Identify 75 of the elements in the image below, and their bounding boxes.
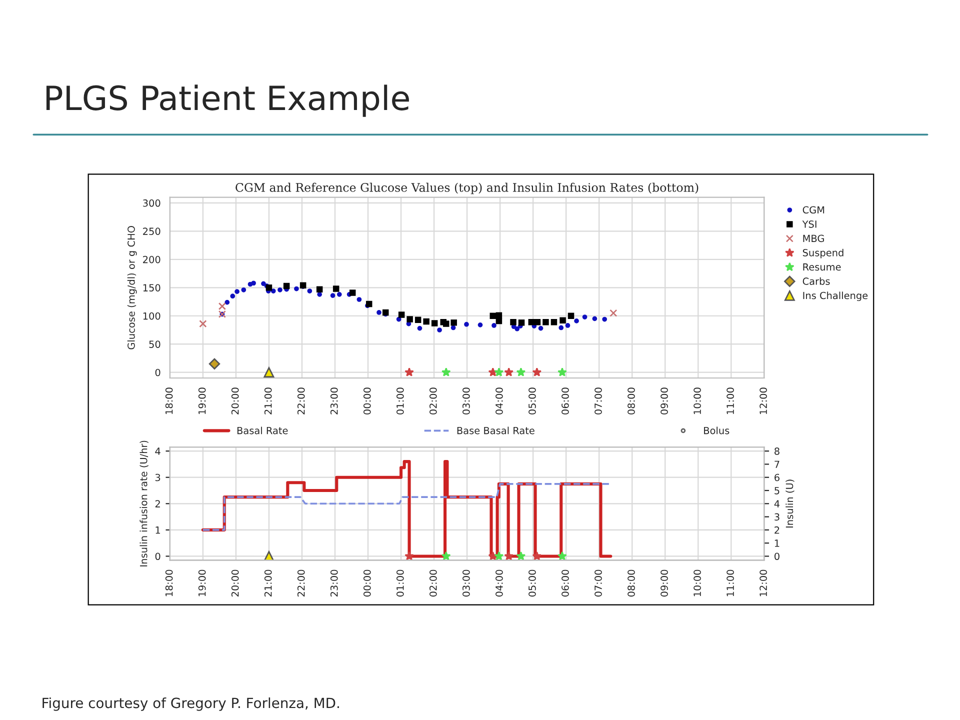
y2-tick-label: 6 xyxy=(774,474,780,482)
legend-label: MBG xyxy=(803,234,824,242)
x-tick-label: 12:00 xyxy=(760,570,767,596)
x-tick-label: 03:00 xyxy=(462,570,470,597)
legend-label: Bolus xyxy=(704,426,730,434)
y2-axis-title: Insulin (U) xyxy=(786,480,794,528)
x-tick-label: 00:00 xyxy=(363,570,371,597)
x-tick-label: 06:00 xyxy=(562,388,569,414)
x-tick-label: 02:00 xyxy=(429,570,437,597)
x-tick-label: 08:00 xyxy=(628,570,635,597)
x-tick-label: 01:00 xyxy=(396,388,404,414)
y-tick-label: 50 xyxy=(149,340,160,348)
y-tick-label: 4 xyxy=(155,448,160,455)
x-tick-label: 06:00 xyxy=(562,570,569,597)
y2-tick-label: 8 xyxy=(774,448,780,455)
y-tick-label: 200 xyxy=(143,256,160,264)
y2-tick-label: 3 xyxy=(774,513,780,521)
text: Figure courtesy of Gregory P. Forlenza, MD. xyxy=(42,697,339,711)
y-tick-label: 300 xyxy=(143,199,160,207)
x-tick-label: 18:00 xyxy=(165,570,173,596)
y-tick-label: 2 xyxy=(155,500,160,508)
x-tick-label: 10:00 xyxy=(694,570,701,596)
x-tick-label: 07:00 xyxy=(594,570,602,597)
x-tick-label: 07:00 xyxy=(594,388,602,414)
y-tick-label: 100 xyxy=(143,312,160,320)
y-tick-label: 3 xyxy=(155,474,160,482)
x-tick-label: 03:00 xyxy=(462,388,470,414)
legend-label: Ins Challenge xyxy=(803,292,868,302)
x-tick-label: 09:00 xyxy=(660,388,668,414)
x-tick-label: 21:00 xyxy=(264,570,272,596)
x-tick-label: 20:00 xyxy=(231,388,239,414)
x-tick-label: 02:00 xyxy=(429,388,437,414)
x-tick-label: 09:00 xyxy=(660,570,668,597)
y-tick-label: 1 xyxy=(156,526,160,534)
x-tick-label: 21:00 xyxy=(264,388,272,414)
y-tick-label: 0 xyxy=(155,552,160,560)
x-tick-label: 10:00 xyxy=(694,388,701,414)
y-tick-label: 150 xyxy=(143,284,160,292)
x-tick-label: 22:00 xyxy=(297,570,305,596)
y2-tick-label: 7 xyxy=(774,460,780,468)
x-tick-label: 01:00 xyxy=(396,570,404,597)
legend-label: Carbs xyxy=(802,277,830,285)
legend-label: YSI xyxy=(802,220,816,228)
chart-subtitle: CGM and Reference Glucose Values (top) and Insulin Infusion Rates (bottom) xyxy=(236,182,698,194)
chart-title: PLGS Patient Example xyxy=(46,84,409,117)
x-tick-label: 05:00 xyxy=(528,570,536,597)
legend-label: Resume xyxy=(803,263,841,271)
legend-label: CGM xyxy=(802,206,824,214)
y-axis-title: Insulin infusion rate (U/hr) xyxy=(140,440,148,566)
legend-label: Base Basal Rate xyxy=(457,426,534,434)
legend-label: Suspend xyxy=(802,248,844,258)
x-tick-label: 23:00 xyxy=(330,388,338,414)
y-tick-label: 250 xyxy=(143,228,160,235)
x-tick-label: 18:00 xyxy=(165,388,173,414)
x-tick-label: 04:00 xyxy=(496,570,503,597)
y-axis-title: Glucose (mg/dl) or g CHO xyxy=(127,226,137,350)
x-tick-label: 11:00 xyxy=(726,570,734,596)
x-tick-label: 22:00 xyxy=(297,388,305,414)
x-tick-label: 11:00 xyxy=(726,388,734,414)
x-tick-label: 04:00 xyxy=(496,388,503,414)
legend-label: Basal Rate xyxy=(237,426,288,434)
x-tick-label: 23:00 xyxy=(330,570,338,596)
y2-tick-label: 0 xyxy=(774,552,780,560)
x-tick-label: 12:00 xyxy=(760,388,767,414)
x-tick-label: 08:00 xyxy=(628,388,635,414)
x-tick-label: 19:00 xyxy=(198,388,206,414)
x-tick-label: 00:00 xyxy=(363,388,371,414)
y2-tick-label: 2 xyxy=(774,526,780,534)
y-tick-label: 0 xyxy=(155,368,160,376)
y2-tick-label: 1 xyxy=(774,540,780,547)
y2-tick-label: 4 xyxy=(774,500,780,508)
y2-tick-label: 5 xyxy=(774,487,780,494)
x-tick-label: 19:00 xyxy=(198,570,206,596)
x-tick-label: 20:00 xyxy=(231,570,239,596)
x-tick-label: 05:00 xyxy=(528,388,536,414)
